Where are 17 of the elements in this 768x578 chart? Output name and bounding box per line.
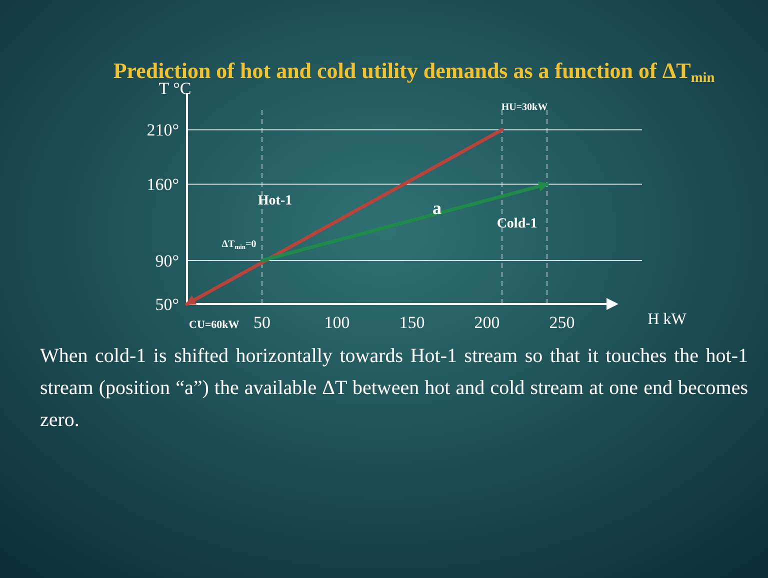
series-label: Cold-1 [496,216,538,232]
y-tick-label: 50° [155,294,179,314]
x-tick-label: 50 [254,313,270,332]
annotation: ΔT$_{min}$=0 [222,239,256,252]
x-tick-label: 200 [474,313,500,332]
y-tick-label: 90° [155,251,179,270]
x-tick-label: 100 [324,313,350,332]
annotation: a [432,198,442,218]
y-tick-label: 210° [146,120,179,140]
text: Hot-1 [258,193,292,208]
text: When cold-1 is shifted horizontally towards Hot-1 stream so that it touches the hot-1 stream (position “a”) the available ΔT between hot and cold stream at one end becomes zero. [40,344,748,433]
x-tick-label: 250 [549,313,575,332]
x-axis-title: H kW [648,311,688,328]
text: CU=60kW [189,319,240,331]
y-tick-label: 160° [146,175,179,194]
x-tick-label: 150 [399,313,425,332]
annotation: HU=30kW [501,102,548,113]
